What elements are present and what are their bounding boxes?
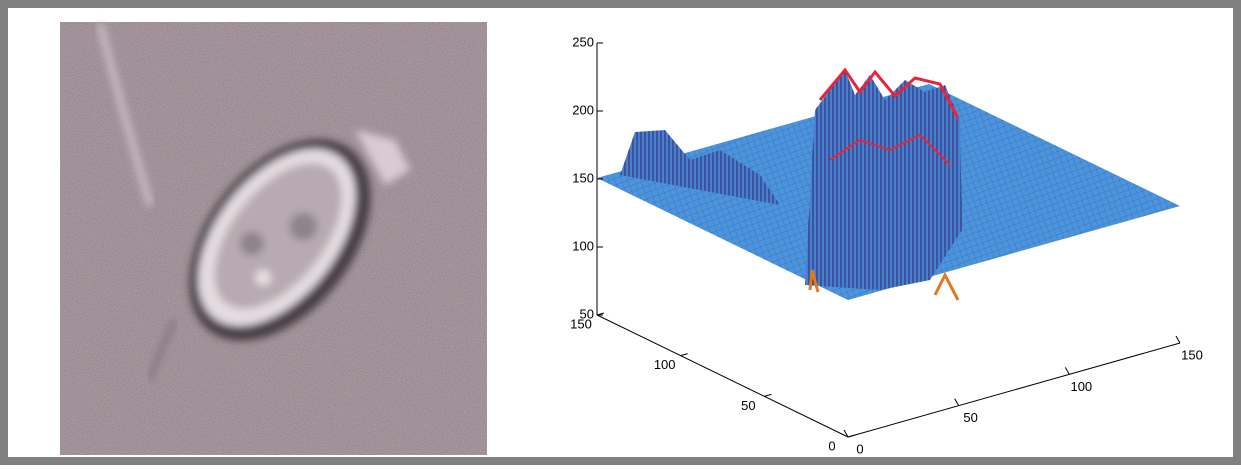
figure: 05010015005010015050100150200250 [0, 0, 1241, 465]
x-tick-label: 100 [1070, 379, 1092, 394]
micrograph [60, 22, 487, 455]
z-tick-label: 200 [572, 102, 594, 117]
z-tick-label: 250 [572, 34, 594, 49]
x-tick-label: 50 [963, 410, 977, 425]
x-tick-label: 150 [1181, 347, 1203, 362]
y-tick-label: 100 [654, 357, 676, 372]
z-tick-label: 150 [572, 170, 594, 185]
x-tick-label: 0 [856, 441, 863, 456]
z-tick-label: 100 [572, 238, 594, 253]
y-tick-label: 50 [741, 398, 755, 413]
y-tick-label: 0 [828, 438, 835, 453]
surface-peaks [805, 70, 962, 290]
z-tick-label: 50 [580, 306, 594, 321]
